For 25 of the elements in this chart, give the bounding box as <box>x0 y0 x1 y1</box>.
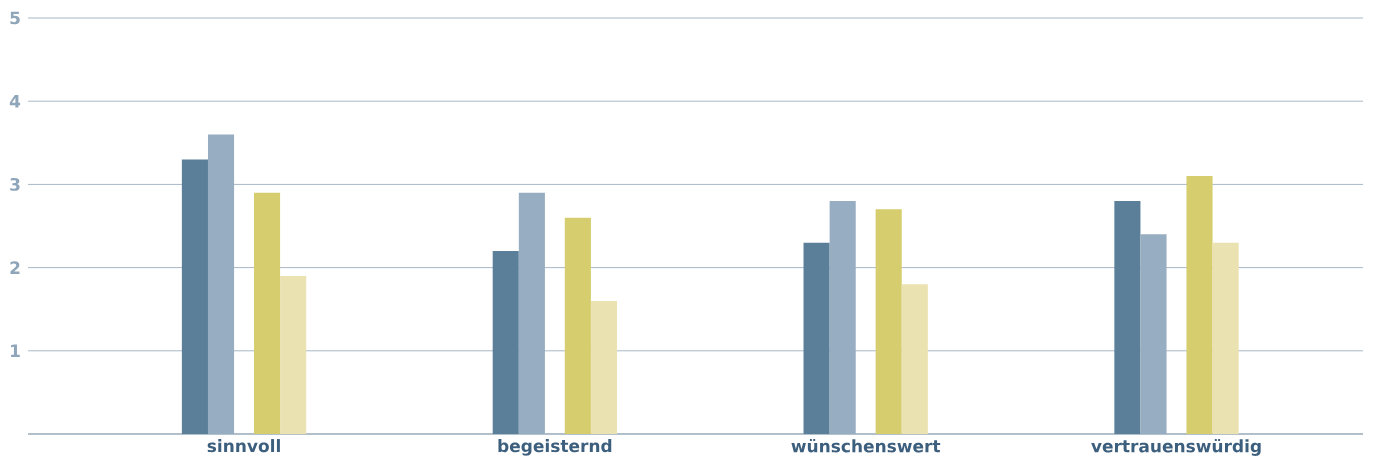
y-tick-label: 4 <box>9 95 21 108</box>
bar <box>207 134 235 434</box>
bar <box>253 192 281 434</box>
bar <box>590 300 618 434</box>
bar <box>181 159 208 434</box>
bar <box>803 242 830 434</box>
x-tick-label: vertrauenswürdig <box>1091 439 1261 456</box>
bar <box>875 209 902 434</box>
bar <box>518 192 545 434</box>
bar <box>492 250 519 434</box>
x-tick-label: wünschenswert <box>791 439 941 453</box>
bar <box>564 217 591 434</box>
bar <box>901 284 928 434</box>
x-tick-label: sinnvoll <box>207 439 280 453</box>
x-tick-label: begeisternd <box>498 439 612 456</box>
y-tick-label: 1 <box>11 344 20 357</box>
bar <box>1212 242 1239 434</box>
y-tick-label: 3 <box>10 177 20 191</box>
bar <box>1186 176 1213 434</box>
y-tick-label: 2 <box>10 261 20 274</box>
bar <box>280 275 307 434</box>
bar <box>1114 201 1141 434</box>
bar <box>829 201 856 434</box>
y-tick-label: 5 <box>10 11 20 25</box>
bar <box>1140 234 1167 434</box>
